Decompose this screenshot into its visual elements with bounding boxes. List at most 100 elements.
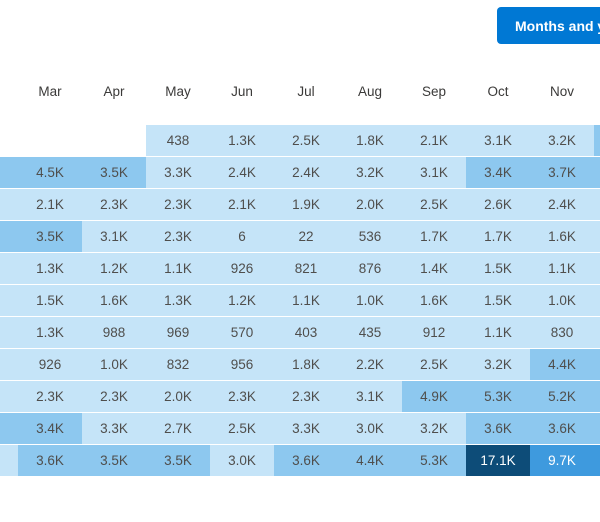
matrix-cell[interactable]: 3.6K [530,413,594,445]
column-header-nov[interactable]: Nov [549,84,574,99]
matrix-cell[interactable]: 536 [338,221,402,253]
row-edge-cell-right[interactable] [594,317,600,349]
matrix-cell[interactable]: 5.2K [530,381,594,413]
matrix-cell[interactable]: 1.3K [18,317,82,349]
matrix-cell[interactable]: 832 [146,349,210,381]
matrix-cell[interactable]: 1.1K [530,253,594,285]
matrix-cell[interactable]: 2.5K [274,125,338,157]
matrix-cell[interactable]: 2.6K [466,189,530,221]
matrix-cell[interactable]: 5.3K [402,445,466,477]
matrix-cell[interactable]: 3.4K [18,413,82,445]
matrix-cell[interactable]: 6 [210,221,274,253]
matrix-cell[interactable]: 1.6K [82,285,146,317]
matrix-cell[interactable]: 876 [338,253,402,285]
matrix-cell[interactable]: 1.3K [146,285,210,317]
row-edge-cell-left[interactable] [0,349,18,381]
matrix-cell[interactable]: 403 [274,317,338,349]
matrix-cell[interactable]: 1.1K [146,253,210,285]
matrix-cell[interactable]: 1.8K [338,125,402,157]
matrix-cell[interactable]: 1.5K [466,253,530,285]
matrix-cell[interactable]: 2.3K [82,381,146,413]
matrix-cell[interactable]: 2.7K [146,413,210,445]
column-header-may[interactable]: May [165,84,191,99]
matrix-cell[interactable]: 830 [530,317,594,349]
matrix-cell[interactable]: 2.3K [210,381,274,413]
matrix-cell[interactable]: 4.9K [402,381,466,413]
column-header-jun[interactable]: Jun [231,84,253,99]
matrix-cell[interactable]: 1.5K [18,285,82,317]
column-header-oct[interactable]: Oct [487,84,509,99]
column-header-jul[interactable]: Jul [297,84,315,99]
matrix-cell[interactable]: 2.0K [338,189,402,221]
matrix-cell[interactable]: 969 [146,317,210,349]
matrix-cell[interactable]: 3.4K [466,157,530,189]
matrix-cell[interactable]: 2.5K [210,413,274,445]
matrix-cell[interactable]: 1.2K [82,253,146,285]
matrix-cell[interactable]: 2.3K [274,381,338,413]
matrix-cell[interactable]: 1.2K [210,285,274,317]
matrix-cell[interactable]: 435 [338,317,402,349]
matrix-cell[interactable]: 3.5K [146,445,210,477]
matrix-cell[interactable]: 3.2K [338,157,402,189]
row-edge-cell-right[interactable] [594,381,600,413]
matrix-cell[interactable]: 926 [210,253,274,285]
matrix-cell[interactable]: 3.3K [82,413,146,445]
matrix-cell[interactable]: 9.7K [530,445,594,477]
matrix-cell[interactable]: 2.3K [146,189,210,221]
matrix-cell[interactable]: 3.5K [82,445,146,477]
matrix-cell[interactable]: 1.9K [274,189,338,221]
matrix-cell[interactable]: 4.4K [530,349,594,381]
matrix-cell[interactable]: 570 [210,317,274,349]
matrix-cell[interactable]: 926 [18,349,82,381]
row-edge-cell-left[interactable] [0,253,18,285]
matrix-cell[interactable]: 912 [402,317,466,349]
row-edge-cell-right[interactable] [594,125,600,157]
matrix-cell[interactable]: 17.1K [466,445,530,477]
matrix-cell[interactable]: 1.6K [530,221,594,253]
matrix-cell[interactable]: 3.6K [274,445,338,477]
matrix-cell[interactable]: 1.3K [18,253,82,285]
matrix-cell[interactable]: 2.2K [338,349,402,381]
matrix-cell[interactable]: 1.4K [402,253,466,285]
matrix-cell[interactable]: 4.4K [338,445,402,477]
matrix-cell[interactable]: 2.5K [402,189,466,221]
matrix-cell[interactable]: 3.5K [18,221,82,253]
matrix-cell[interactable]: 2.3K [18,381,82,413]
matrix-cell[interactable]: 3.1K [402,157,466,189]
matrix-cell[interactable]: 2.3K [146,221,210,253]
matrix-cell[interactable]: 1.6K [402,285,466,317]
matrix-cell[interactable]: 2.3K [82,189,146,221]
matrix-cell[interactable]: 1.7K [466,221,530,253]
matrix-cell[interactable]: 1.1K [274,285,338,317]
matrix-cell[interactable]: 1.1K [466,317,530,349]
matrix-cell[interactable]: 3.0K [210,445,274,477]
matrix-cell[interactable]: 1.3K [210,125,274,157]
row-edge-cell-left[interactable] [0,413,18,445]
matrix-cell[interactable] [18,125,82,157]
matrix-cell[interactable]: 988 [82,317,146,349]
matrix-cell[interactable]: 2.4K [530,189,594,221]
matrix-cell[interactable]: 2.0K [146,381,210,413]
row-edge-cell-left[interactable] [0,189,18,221]
matrix-cell[interactable]: 3.3K [146,157,210,189]
matrix-cell[interactable]: 3.1K [82,221,146,253]
row-edge-cell-right[interactable] [594,413,600,445]
matrix-cell[interactable]: 2.4K [210,157,274,189]
matrix-cell[interactable]: 4.5K [18,157,82,189]
months-years-toggle-button[interactable]: Months and y [497,7,600,44]
matrix-cell[interactable]: 3.2K [402,413,466,445]
matrix-cell[interactable]: 2.4K [274,157,338,189]
matrix-cell[interactable]: 2.1K [210,189,274,221]
matrix-cell[interactable]: 1.0K [338,285,402,317]
matrix-cell[interactable]: 3.0K [338,413,402,445]
matrix-cell[interactable]: 956 [210,349,274,381]
row-edge-cell-right[interactable] [594,253,600,285]
row-edge-cell-left[interactable] [0,285,18,317]
matrix-cell[interactable]: 3.6K [18,445,82,477]
matrix-cell[interactable]: 1.5K [466,285,530,317]
matrix-cell[interactable]: 3.2K [530,125,594,157]
row-edge-cell-left[interactable] [0,317,18,349]
column-header-aug[interactable]: Aug [357,84,383,99]
column-header-apr[interactable]: Apr [103,84,125,99]
row-edge-cell-left[interactable] [0,125,18,157]
